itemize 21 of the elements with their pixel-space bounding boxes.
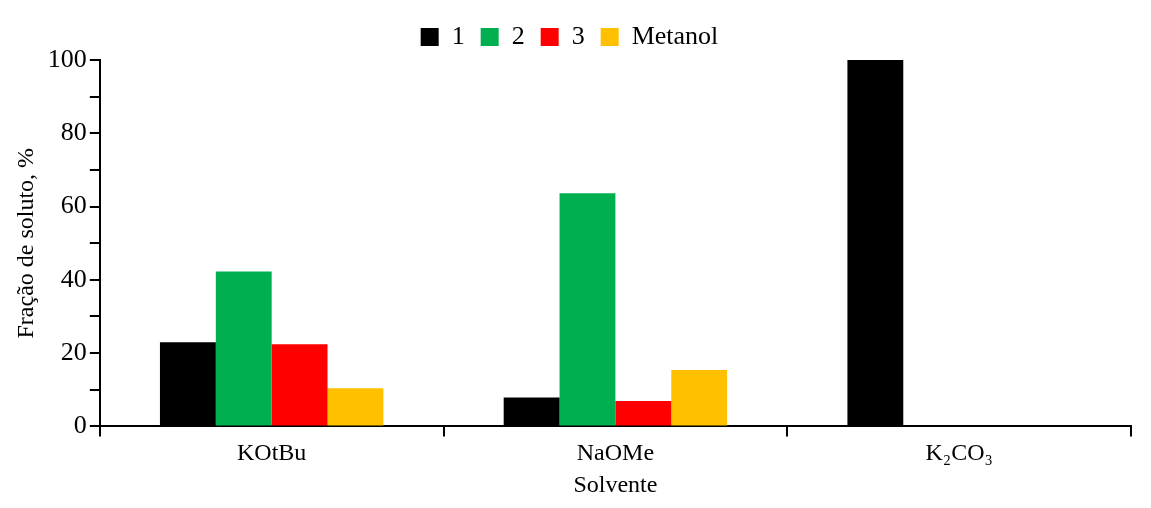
y-tick-label: 80 — [60, 117, 87, 147]
bar — [271, 344, 328, 426]
y-tick-label: 20 — [60, 336, 87, 366]
legend-label: Metanol — [631, 20, 719, 50]
y-tick-label: 100 — [47, 43, 87, 73]
legend-label: 1 — [451, 20, 465, 50]
bar — [615, 401, 672, 426]
x-tick-label: NaOMe — [576, 439, 655, 466]
y-tick-label: 60 — [60, 190, 87, 220]
x-tick-label: K₂CO₃ — [925, 439, 993, 466]
x-axis-title: Solvente — [573, 470, 658, 497]
bar — [671, 369, 728, 426]
legend-label: 3 — [571, 20, 585, 50]
bar — [327, 388, 384, 426]
legend-label: 2 — [511, 20, 525, 50]
bar — [215, 271, 272, 426]
x-tick-label: KOtBu — [236, 439, 307, 466]
y-tick-label: 0 — [73, 410, 87, 440]
y-axis-title: Fração de soluto, % — [11, 147, 38, 339]
bar — [559, 193, 616, 426]
y-tick-label: 40 — [60, 263, 87, 293]
